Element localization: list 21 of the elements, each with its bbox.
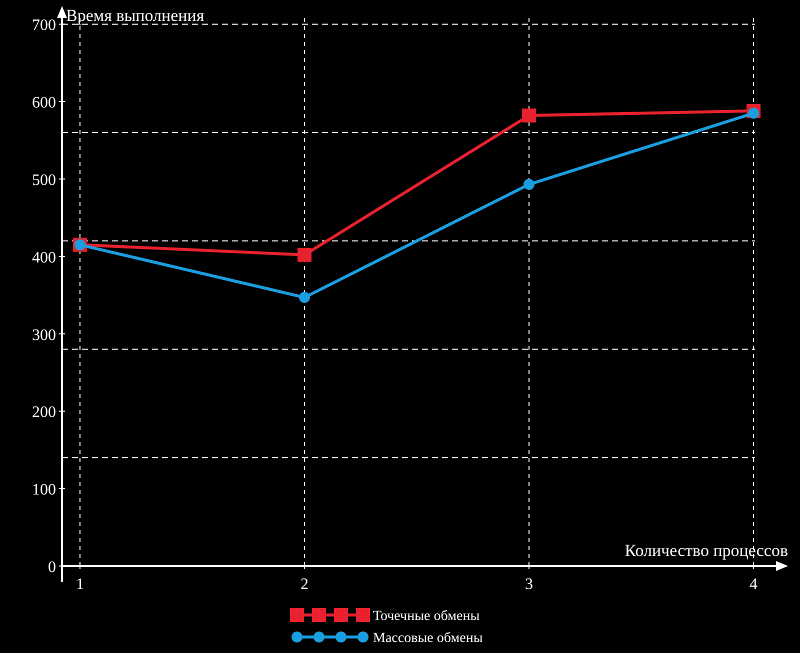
x-tick-label: 2 bbox=[300, 576, 308, 593]
y-tick-label: 200 bbox=[32, 404, 56, 422]
point bbox=[298, 292, 310, 303]
y-tick-label: 0 bbox=[48, 559, 56, 576]
y-tick-label: 500 bbox=[32, 172, 56, 189]
y-tick-label: 600 bbox=[32, 94, 56, 112]
point bbox=[297, 248, 312, 262]
y-tick-label: 100 bbox=[32, 482, 56, 499]
x-tick-label: 1 bbox=[76, 576, 84, 593]
x-tick-label: 3 bbox=[525, 576, 534, 593]
y-tick-label: 700 bbox=[32, 17, 56, 34]
y-axis-title: Время выполнения bbox=[66, 6, 204, 25]
x-tick-label: 4 bbox=[750, 576, 758, 593]
point bbox=[748, 108, 760, 119]
point bbox=[524, 178, 535, 190]
legend-label: Точечные обмены bbox=[373, 609, 480, 624]
y-tick-label: 400 bbox=[32, 249, 56, 266]
point bbox=[522, 108, 536, 123]
legend-label: Массовые обмены bbox=[373, 631, 484, 646]
y-tick-label: 300 bbox=[32, 326, 56, 344]
x-axis-title: Количество процессов bbox=[624, 541, 788, 560]
